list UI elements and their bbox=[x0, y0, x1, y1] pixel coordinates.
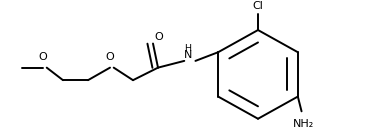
Text: Cl: Cl bbox=[253, 1, 263, 11]
Text: H: H bbox=[185, 44, 192, 53]
Text: O: O bbox=[154, 32, 163, 42]
Text: NH₂: NH₂ bbox=[293, 119, 314, 129]
Text: O: O bbox=[106, 52, 114, 62]
Text: N: N bbox=[184, 49, 192, 59]
Text: O: O bbox=[39, 52, 47, 62]
